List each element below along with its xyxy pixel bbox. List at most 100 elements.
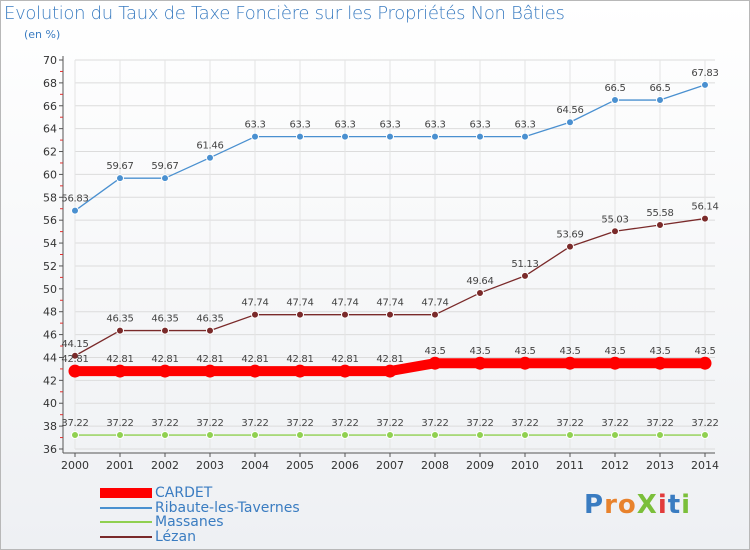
data-point (161, 174, 169, 183)
data-label: 37.22 (511, 418, 538, 429)
data-point (476, 431, 484, 440)
data-label: 47.74 (286, 298, 313, 309)
data-label: 43.5 (514, 346, 535, 357)
data-label: 55.03 (601, 214, 628, 225)
chart-title: Evolution du Taux de Taxe Foncière sur l… (4, 3, 565, 24)
data-label: 37.22 (466, 418, 493, 429)
y-tick-label: 56 (43, 214, 57, 227)
x-tick-label: 2002 (151, 459, 179, 472)
y-tick-label: 62 (43, 146, 57, 159)
data-point (653, 356, 667, 370)
data-label: 42.81 (151, 354, 178, 365)
data-point (701, 80, 709, 89)
data-label: 37.22 (601, 418, 628, 429)
data-point (518, 356, 532, 370)
data-point (206, 153, 214, 162)
data-point (611, 227, 619, 236)
y-tick-label: 46 (43, 329, 57, 342)
data-point (116, 431, 124, 440)
x-tick-label: 2005 (286, 459, 314, 472)
data-point (566, 431, 574, 440)
data-point (383, 364, 397, 378)
data-point (341, 132, 349, 141)
data-point (701, 431, 709, 440)
y-tick-label: 40 (43, 397, 57, 410)
data-label: 43.5 (649, 346, 670, 357)
data-point (206, 326, 214, 335)
data-label: 61.46 (196, 141, 223, 152)
data-point (161, 326, 169, 335)
y-tick-label: 48 (43, 306, 57, 319)
data-label: 67.83 (691, 68, 718, 79)
data-label: 46.35 (196, 314, 223, 325)
data-label: 37.22 (376, 418, 403, 429)
data-label: 37.22 (556, 418, 583, 429)
legend-swatch (100, 521, 152, 523)
data-label: 63.3 (289, 120, 310, 131)
y-tick-label: 60 (43, 168, 57, 181)
data-point (158, 364, 172, 378)
data-label: 44.15 (61, 339, 88, 350)
data-point (341, 431, 349, 440)
data-label: 42.81 (376, 354, 403, 365)
legend-swatch (100, 506, 152, 509)
data-label: 43.5 (559, 346, 580, 357)
data-point (476, 132, 484, 141)
data-label: 47.74 (241, 298, 268, 309)
data-point (656, 96, 664, 105)
data-point (521, 271, 529, 280)
data-label: 55.58 (646, 208, 673, 219)
data-label: 37.22 (286, 418, 313, 429)
data-point (611, 431, 619, 440)
y-tick-label: 64 (43, 123, 57, 136)
legend-swatch (100, 488, 152, 498)
data-point (611, 96, 619, 105)
data-label: 49.64 (466, 276, 493, 287)
data-label: 56.14 (691, 202, 718, 213)
proxiti-logo: ProXiti (584, 490, 692, 520)
legend-label: CARDET (155, 485, 213, 501)
data-label: 63.3 (244, 120, 265, 131)
data-label: 66.5 (604, 83, 625, 94)
data-label: 59.67 (106, 161, 133, 172)
data-label: 63.3 (514, 120, 535, 131)
x-tick-label: 2012 (601, 459, 629, 472)
data-point (206, 431, 214, 440)
data-label: 43.5 (424, 346, 445, 357)
x-tick-label: 2001 (106, 459, 134, 472)
y-tick-label: 66 (43, 100, 57, 113)
data-label: 46.35 (151, 314, 178, 325)
data-label: 47.74 (331, 298, 358, 309)
x-tick-label: 2006 (331, 459, 359, 472)
data-label: 64.56 (556, 105, 583, 116)
data-point (428, 356, 442, 370)
data-label: 53.69 (556, 230, 583, 241)
data-point (71, 351, 79, 360)
data-label: 42.81 (106, 354, 133, 365)
data-label: 42.81 (61, 354, 88, 365)
data-point (698, 356, 712, 370)
x-tick-label: 2000 (61, 459, 89, 472)
data-point (161, 431, 169, 440)
data-label: 63.3 (469, 120, 490, 131)
data-point (113, 364, 127, 378)
data-point (431, 310, 439, 319)
y-tick-label: 58 (43, 191, 57, 204)
data-point (701, 214, 709, 223)
data-label: 37.22 (241, 418, 268, 429)
x-tick-label: 2014 (691, 459, 719, 472)
y-tick-label: 54 (43, 237, 57, 250)
data-point (203, 364, 217, 378)
data-label: 42.81 (196, 354, 223, 365)
x-tick-label: 2004 (241, 459, 269, 472)
data-point (386, 310, 394, 319)
data-label: 37.22 (106, 418, 133, 429)
data-point (563, 356, 577, 370)
data-point (116, 174, 124, 183)
data-label: 42.81 (286, 354, 313, 365)
data-point (338, 364, 352, 378)
data-label: 47.74 (376, 298, 403, 309)
data-point (68, 364, 82, 378)
x-tick-label: 2011 (556, 459, 584, 472)
